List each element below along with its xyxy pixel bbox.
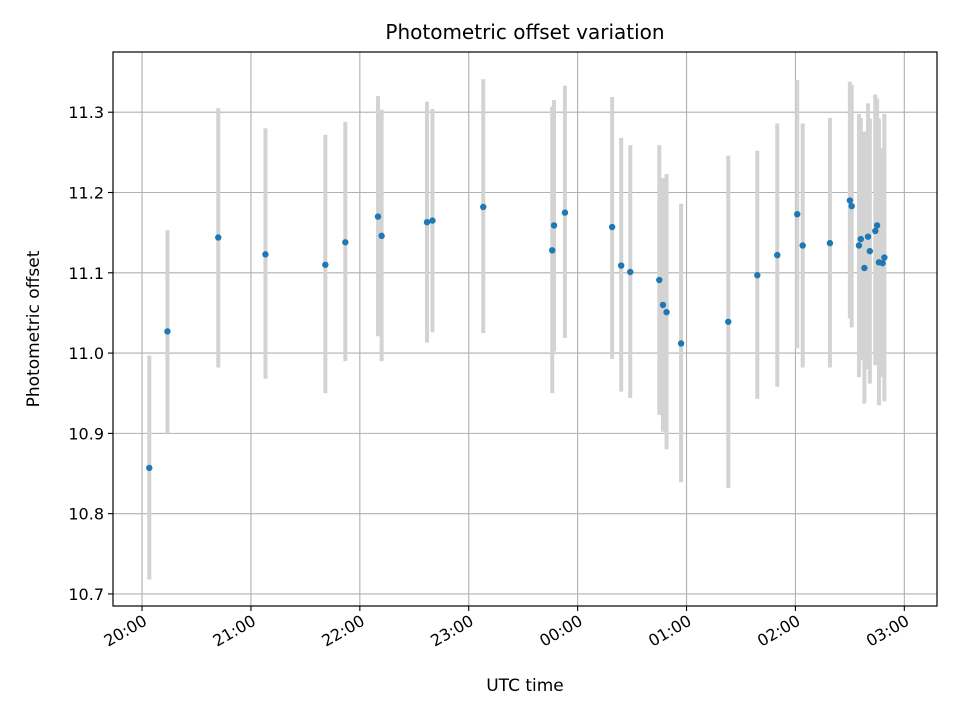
data-point	[549, 247, 556, 254]
data-point	[881, 254, 888, 261]
data-point	[342, 239, 349, 246]
data-point	[826, 239, 834, 247]
data-point	[872, 227, 879, 235]
x-axis-label: UTC time	[486, 676, 564, 696]
data-point	[857, 235, 864, 243]
data-point	[146, 464, 153, 472]
data-point	[423, 219, 431, 226]
data-point	[794, 210, 801, 218]
data-point	[799, 242, 806, 249]
y-tick-label: 10.8	[68, 505, 104, 524]
data-point	[677, 340, 685, 347]
data-point	[550, 222, 558, 229]
data-point	[663, 308, 670, 316]
data-point	[480, 203, 487, 211]
data-point	[861, 264, 868, 272]
data-point	[164, 328, 171, 335]
data-point	[846, 197, 854, 204]
data-point	[848, 202, 855, 210]
data-point	[215, 234, 222, 241]
data-point	[725, 318, 732, 325]
data-point	[429, 217, 436, 224]
data-point	[873, 222, 881, 229]
y-tick-label: 11.1	[68, 264, 104, 283]
data-point	[754, 272, 761, 279]
y-tick-label: 10.7	[68, 585, 104, 604]
chart-title: Photometric offset variation	[385, 20, 664, 44]
data-point	[378, 232, 385, 240]
data-point	[262, 251, 269, 258]
data-point	[774, 251, 781, 259]
data-point	[374, 213, 382, 220]
data-point	[561, 209, 569, 216]
y-tick-label: 11.2	[68, 184, 104, 203]
data-point	[879, 259, 886, 267]
y-axis-ticks: 10.7 10.8 10.9 11.0 11.1 11.2 11.3	[68, 103, 113, 604]
data-point	[656, 276, 663, 284]
data-point	[866, 247, 874, 255]
y-tick-label: 10.9	[68, 424, 104, 443]
plot-frame	[112, 51, 938, 607]
data-point	[322, 261, 329, 268]
y-tick-label: 11.0	[68, 344, 104, 363]
grid-lines	[113, 52, 937, 606]
data-point	[864, 233, 872, 240]
y-tick-label: 11.3	[68, 103, 104, 122]
y-axis-label: Photometric offset	[24, 250, 44, 407]
data-point	[855, 242, 863, 249]
data-point	[608, 223, 616, 231]
data-point	[659, 301, 667, 309]
data-points	[146, 197, 888, 472]
data-point	[617, 262, 625, 269]
data-point	[627, 268, 634, 276]
